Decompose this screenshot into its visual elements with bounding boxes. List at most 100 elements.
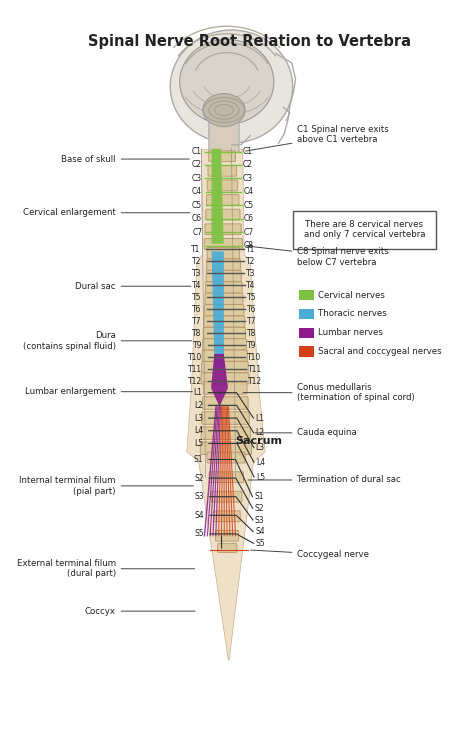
Text: T10: T10	[188, 353, 202, 362]
Text: Coccyx: Coccyx	[85, 607, 195, 616]
Text: L2: L2	[255, 428, 264, 437]
Bar	[299, 309, 314, 319]
Text: T6: T6	[192, 305, 201, 314]
FancyBboxPatch shape	[203, 328, 246, 339]
FancyBboxPatch shape	[207, 195, 239, 205]
Text: Conus medullaris
(termination of spinal cord): Conus medullaris (termination of spinal …	[243, 383, 415, 402]
FancyBboxPatch shape	[209, 472, 244, 482]
Text: S5: S5	[255, 539, 265, 548]
FancyBboxPatch shape	[202, 350, 247, 362]
Text: T11: T11	[188, 365, 202, 374]
Text: C1: C1	[243, 147, 253, 156]
Text: S4: S4	[195, 511, 204, 519]
Text: S2: S2	[194, 473, 204, 482]
FancyBboxPatch shape	[218, 544, 237, 553]
Text: T1: T1	[191, 245, 201, 254]
Text: C4: C4	[191, 187, 202, 196]
FancyBboxPatch shape	[207, 180, 238, 190]
FancyBboxPatch shape	[204, 316, 245, 328]
Text: C8 Spinal nerve exits
below C7 vertebra: C8 Spinal nerve exits below C7 vertebra	[247, 246, 389, 267]
Text: C4: C4	[243, 187, 254, 196]
Text: L3: L3	[194, 413, 203, 422]
Bar	[299, 347, 314, 357]
Text: C7: C7	[244, 227, 254, 237]
Text: T2: T2	[191, 257, 201, 266]
Text: C3: C3	[243, 174, 253, 183]
Text: S5: S5	[195, 529, 204, 539]
Text: T5: T5	[192, 293, 201, 302]
Text: T11: T11	[247, 365, 262, 374]
Text: C3: C3	[191, 174, 201, 183]
FancyBboxPatch shape	[207, 259, 240, 270]
Text: L5: L5	[194, 439, 203, 448]
Text: L4: L4	[194, 426, 203, 435]
FancyBboxPatch shape	[203, 382, 247, 394]
Text: T5: T5	[246, 293, 256, 302]
Polygon shape	[211, 388, 228, 407]
FancyBboxPatch shape	[202, 412, 249, 425]
FancyBboxPatch shape	[293, 211, 436, 248]
Text: L3: L3	[255, 443, 265, 452]
Text: C8: C8	[244, 242, 254, 250]
Text: L5: L5	[256, 473, 265, 482]
Text: S1: S1	[194, 455, 203, 464]
Text: T7: T7	[247, 317, 256, 326]
FancyBboxPatch shape	[209, 151, 236, 162]
Text: T6: T6	[247, 305, 256, 314]
Text: C1 Spinal nerve exits
above C1 vertebra: C1 Spinal nerve exits above C1 vertebra	[246, 125, 389, 151]
FancyBboxPatch shape	[206, 270, 241, 282]
FancyBboxPatch shape	[206, 209, 240, 220]
Text: L1: L1	[193, 388, 202, 397]
Text: L1: L1	[255, 413, 264, 422]
Text: T3: T3	[246, 269, 256, 278]
FancyBboxPatch shape	[201, 427, 250, 439]
Text: There are 8 cervical nerves
and only 7 cervical vertebra: There are 8 cervical nerves and only 7 c…	[303, 220, 425, 239]
Text: Termination of dural sac: Termination of dural sac	[248, 476, 401, 485]
Text: T3: T3	[191, 269, 201, 278]
FancyBboxPatch shape	[201, 442, 252, 454]
Text: L2: L2	[194, 401, 203, 410]
Text: Lumbar enlargement: Lumbar enlargement	[25, 388, 192, 396]
Ellipse shape	[203, 93, 245, 127]
Text: Cervical nerves: Cervical nerves	[318, 290, 385, 299]
Text: Thoracic nerves: Thoracic nerves	[318, 310, 387, 319]
FancyBboxPatch shape	[205, 224, 241, 235]
Text: T12: T12	[188, 377, 202, 386]
FancyBboxPatch shape	[207, 452, 245, 463]
Text: Coccygeal nerve: Coccygeal nerve	[251, 550, 369, 559]
Text: Dural sac: Dural sac	[75, 282, 191, 290]
Text: T4: T4	[191, 281, 201, 290]
Text: S3: S3	[194, 492, 204, 501]
Text: Base of skull: Base of skull	[61, 155, 189, 164]
Text: C1: C1	[191, 147, 201, 156]
Polygon shape	[187, 150, 265, 660]
FancyBboxPatch shape	[206, 282, 242, 293]
FancyBboxPatch shape	[201, 362, 248, 373]
Text: S3: S3	[255, 516, 264, 525]
Text: T12: T12	[248, 377, 262, 386]
Text: C7: C7	[192, 227, 202, 237]
Text: T10: T10	[247, 353, 262, 362]
Text: L4: L4	[256, 458, 265, 467]
FancyBboxPatch shape	[207, 247, 239, 259]
Text: C5: C5	[192, 201, 202, 210]
Text: T9: T9	[192, 341, 202, 350]
Text: T7: T7	[192, 317, 201, 326]
FancyBboxPatch shape	[211, 491, 242, 502]
Text: S1: S1	[255, 492, 264, 501]
FancyBboxPatch shape	[216, 531, 238, 541]
FancyBboxPatch shape	[213, 511, 240, 522]
Text: External terminal filum
(dural part): External terminal filum (dural part)	[17, 559, 195, 579]
FancyBboxPatch shape	[204, 239, 242, 249]
FancyBboxPatch shape	[209, 121, 239, 153]
Text: C6: C6	[244, 214, 254, 223]
Polygon shape	[211, 251, 224, 367]
Bar	[299, 328, 314, 338]
Text: T9: T9	[247, 341, 257, 350]
Text: S2: S2	[255, 504, 264, 513]
Text: Spinal Nerve Root Relation to Vertebra: Spinal Nerve Root Relation to Vertebra	[88, 34, 411, 49]
Ellipse shape	[170, 30, 293, 143]
Polygon shape	[211, 149, 224, 244]
Text: C2: C2	[243, 161, 253, 170]
Text: C2: C2	[191, 161, 201, 170]
